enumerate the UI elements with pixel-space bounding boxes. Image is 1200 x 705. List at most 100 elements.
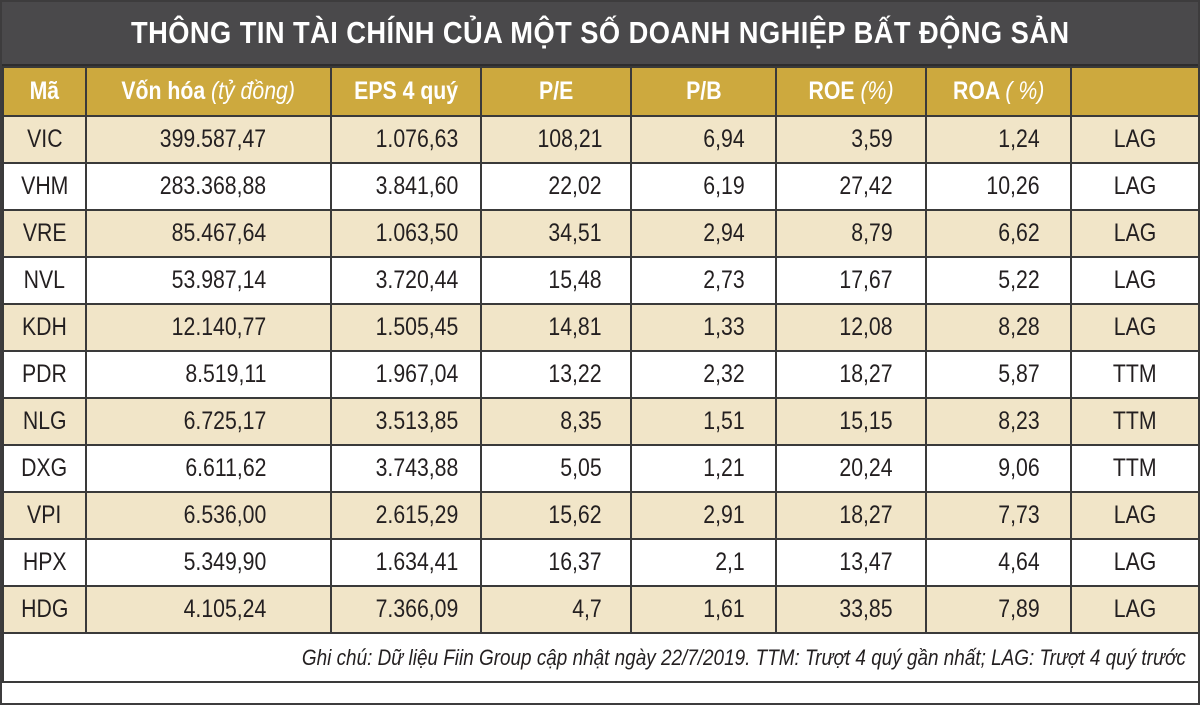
cell-pe: 108,21 xyxy=(480,115,632,164)
cell-eps: 3.743,88 xyxy=(330,444,482,493)
cell-code: VHM xyxy=(2,162,87,211)
cell-roe: 3,59 xyxy=(775,115,927,164)
cell-eps: 7.366,09 xyxy=(330,585,482,634)
cell-pb: 2,32 xyxy=(630,350,777,399)
cell-market-cap: 6.725,17 xyxy=(85,397,332,446)
footnote-row: Ghi chú: Dữ liệu Fiin Group cập nhật ngà… xyxy=(2,632,1200,683)
cell-pe: 8,35 xyxy=(480,397,632,446)
cell-roe: 27,42 xyxy=(775,162,927,211)
cell-market-cap: 85.467,64 xyxy=(85,209,332,258)
cell-code: VIC xyxy=(2,115,87,164)
cell-market-cap: 283.368,88 xyxy=(85,162,332,211)
cell-roe: 15,15 xyxy=(775,397,927,446)
cell-pe: 16,37 xyxy=(480,538,632,587)
cell-code: KDH xyxy=(2,303,87,352)
table-row: NLG 6.725,17 3.513,85 8,35 1,51 15,15 8,23 TTM xyxy=(2,397,1200,446)
cell-roe: 18,27 xyxy=(775,491,927,540)
cell-type: LAG xyxy=(1070,209,1200,258)
cell-eps: 1.505,45 xyxy=(330,303,482,352)
cell-type: TTM xyxy=(1070,397,1200,446)
cell-type: LAG xyxy=(1070,115,1200,164)
cell-type: LAG xyxy=(1070,303,1200,352)
cell-code: DXG xyxy=(2,444,87,493)
cell-pe: 4,7 xyxy=(480,585,632,634)
cell-market-cap: 53.987,14 xyxy=(85,256,332,305)
cell-pe: 34,51 xyxy=(480,209,632,258)
cell-roe: 20,24 xyxy=(775,444,927,493)
header-row: Mã Vốn hóa (tỷ đồng) EPS 4 quý P/E P/B R… xyxy=(2,66,1200,117)
cell-type: TTM xyxy=(1070,350,1200,399)
cell-pb: 1,21 xyxy=(630,444,777,493)
cell-roe: 13,47 xyxy=(775,538,927,587)
cell-pb: 1,33 xyxy=(630,303,777,352)
cell-roa: 8,23 xyxy=(925,397,1072,446)
cell-code: NVL xyxy=(2,256,87,305)
table-row: HDG 4.105,24 7.366,09 4,7 1,61 33,85 7,89 LAG xyxy=(2,585,1200,634)
header-pe: P/E xyxy=(480,66,632,117)
cell-roa: 4,64 xyxy=(925,538,1072,587)
header-code: Mã xyxy=(2,66,87,117)
table-row: PDR 8.519,11 1.967,04 13,22 2,32 18,27 5,87 TTM xyxy=(2,350,1200,399)
cell-roa: 5,22 xyxy=(925,256,1072,305)
cell-eps: 1.967,04 xyxy=(330,350,482,399)
cell-market-cap: 12.140,77 xyxy=(85,303,332,352)
table-row: VIC 399.587,47 1.076,63 108,21 6,94 3,59 1,24 L… xyxy=(2,115,1200,164)
cell-market-cap: 4.105,24 xyxy=(85,585,332,634)
header-type xyxy=(1070,66,1200,117)
cell-pe: 14,81 xyxy=(480,303,632,352)
cell-roa: 7,73 xyxy=(925,491,1072,540)
table-row: VHM 283.368,88 3.841,60 22,02 6,19 27,42 10,26… xyxy=(2,162,1200,211)
cell-pe: 15,48 xyxy=(480,256,632,305)
cell-code: HPX xyxy=(2,538,87,587)
cell-roa: 10,26 xyxy=(925,162,1072,211)
cell-pb: 2,94 xyxy=(630,209,777,258)
page-title: THÔNG TIN TÀI CHÍNH CỦA MỘT SỐ DOANH NGH… xyxy=(130,15,1070,50)
footnote: Ghi chú: Dữ liệu Fiin Group cập nhật ngà… xyxy=(2,632,1200,683)
cell-pb: 2,91 xyxy=(630,491,777,540)
cell-pb: 2,1 xyxy=(630,538,777,587)
cell-pb: 6,94 xyxy=(630,115,777,164)
cell-roa: 7,89 xyxy=(925,585,1072,634)
cell-eps: 1.063,50 xyxy=(330,209,482,258)
header-eps: EPS 4 quý xyxy=(330,66,482,117)
cell-code: VRE xyxy=(2,209,87,258)
cell-code: PDR xyxy=(2,350,87,399)
cell-roa: 1,24 xyxy=(925,115,1072,164)
cell-roa: 5,87 xyxy=(925,350,1072,399)
cell-roe: 8,79 xyxy=(775,209,927,258)
cell-pb: 2,73 xyxy=(630,256,777,305)
table-row: KDH 12.140,77 1.505,45 14,81 1,33 12,08 8,28 LA… xyxy=(2,303,1200,352)
cell-market-cap: 5.349,90 xyxy=(85,538,332,587)
cell-pe: 22,02 xyxy=(480,162,632,211)
table-row: DXG 6.611,62 3.743,88 5,05 1,21 20,24 9,06 TTM xyxy=(2,444,1200,493)
header-pb: P/B xyxy=(630,66,777,117)
cell-eps: 3.513,85 xyxy=(330,397,482,446)
table-row: VRE 85.467,64 1.063,50 34,51 2,94 8,79 6,62 LAG xyxy=(2,209,1200,258)
header-roa: ROA ( %) xyxy=(925,66,1072,117)
header-market-cap: Vốn hóa (tỷ đồng) xyxy=(85,66,332,117)
cell-type: LAG xyxy=(1070,162,1200,211)
cell-code: NLG xyxy=(2,397,87,446)
cell-roe: 33,85 xyxy=(775,585,927,634)
cell-pb: 1,51 xyxy=(630,397,777,446)
cell-roa: 6,62 xyxy=(925,209,1072,258)
cell-market-cap: 6.611,62 xyxy=(85,444,332,493)
table-row: HPX 5.349,90 1.634,41 16,37 2,1 13,47 4,64 LAG xyxy=(2,538,1200,587)
cell-eps: 3.720,44 xyxy=(330,256,482,305)
cell-eps: 2.615,29 xyxy=(330,491,482,540)
cell-eps: 1.634,41 xyxy=(330,538,482,587)
cell-code: VPI xyxy=(2,491,87,540)
cell-pb: 1,61 xyxy=(630,585,777,634)
cell-market-cap: 8.519,11 xyxy=(85,350,332,399)
cell-type: LAG xyxy=(1070,256,1200,305)
cell-type: LAG xyxy=(1070,491,1200,540)
cell-pb: 6,19 xyxy=(630,162,777,211)
title-bar: THÔNG TIN TÀI CHÍNH CỦA MỘT SỐ DOANH NGH… xyxy=(2,2,1198,66)
cell-roe: 12,08 xyxy=(775,303,927,352)
cell-roe: 17,67 xyxy=(775,256,927,305)
cell-roe: 18,27 xyxy=(775,350,927,399)
cell-eps: 1.076,63 xyxy=(330,115,482,164)
cell-market-cap: 399.587,47 xyxy=(85,115,332,164)
cell-pe: 13,22 xyxy=(480,350,632,399)
